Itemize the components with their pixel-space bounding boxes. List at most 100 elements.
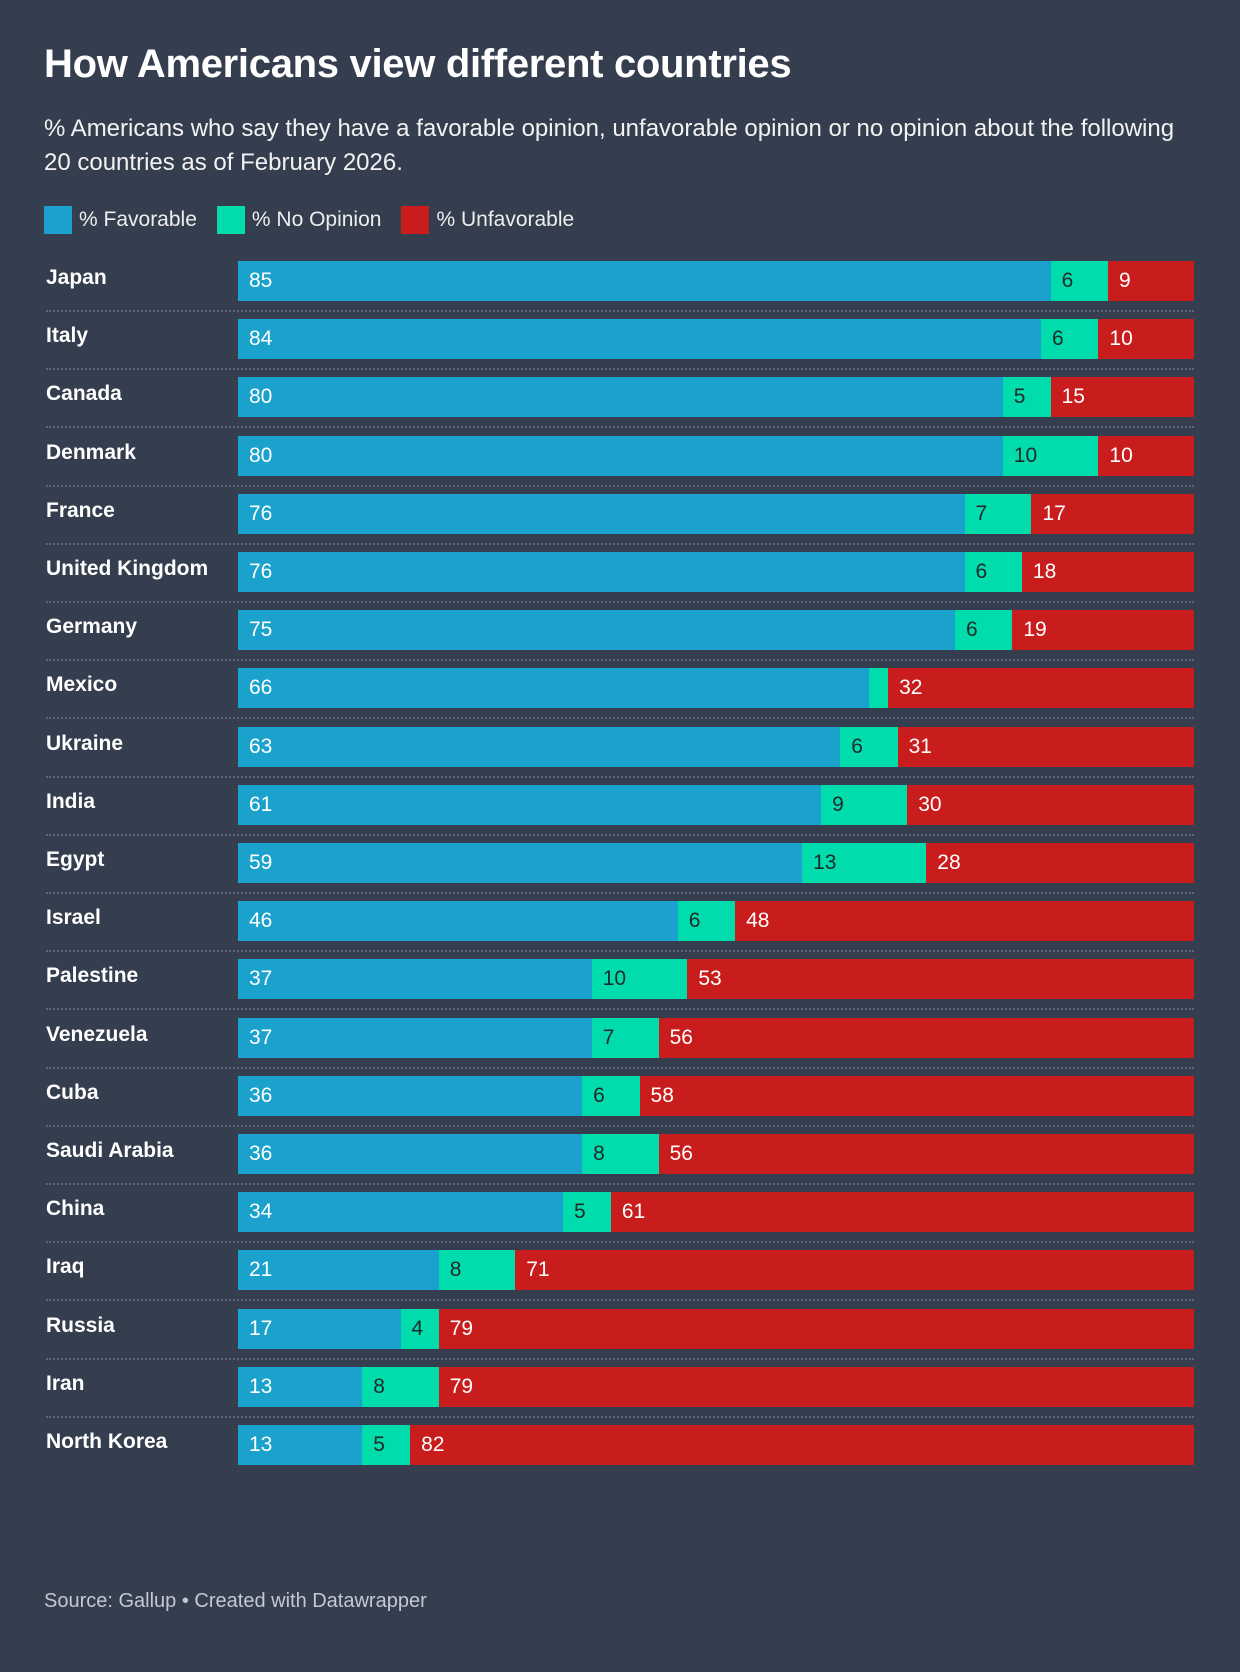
stacked-bar: 37 7 56 [238, 1017, 1194, 1058]
no-opinion-segment: 9 [821, 784, 908, 825]
favorable-segment: 37 [238, 1017, 592, 1058]
unfavorable-segment: 10 [1098, 435, 1194, 476]
row-divider [46, 950, 1194, 953]
legend-swatch [44, 206, 72, 234]
category-label: Italy [46, 324, 89, 348]
bar-row: Mexico 66 32 [0, 668, 1240, 709]
no-opinion-segment: 5 [1002, 377, 1051, 418]
category-label: Canada [46, 382, 122, 406]
unfavorable-segment: 61 [610, 1192, 1194, 1233]
row-divider [46, 601, 1194, 603]
bar-row: United Kingdom 76 6 18 [0, 552, 1240, 592]
bar-row: North Korea 13 5 82 [0, 1425, 1240, 1465]
bar-row: Japan 85 6 9 [0, 261, 1240, 301]
row-divider [46, 1124, 1194, 1127]
no-opinion-segment: 6 [955, 610, 1013, 651]
bar-row: Italy 84 6 10 [0, 319, 1240, 360]
favorable-segment: 80 [238, 377, 1003, 418]
category-label: China [46, 1197, 105, 1221]
unfavorable-segment: 18 [1021, 552, 1194, 592]
stacked-bar: 76 6 18 [238, 552, 1194, 592]
unfavorable-segment: 71 [515, 1250, 1194, 1291]
favorable-segment: 76 [238, 552, 965, 592]
legend-swatch [216, 206, 245, 234]
no-opinion-segment: 6 [1041, 319, 1099, 360]
no-opinion-segment: 6 [677, 901, 736, 942]
unfavorable-segment: 17 [1031, 493, 1194, 534]
no-opinion-segment: 6 [1050, 261, 1108, 301]
category-label: Russia [46, 1313, 115, 1337]
unfavorable-segment: 82 [410, 1425, 1194, 1465]
chart-subtitle: % Americans who say they have a favorabl… [44, 115, 1175, 176]
bar-row: India 61 9 30 [0, 784, 1240, 825]
bar-row: Palestine 37 10 53 [0, 959, 1240, 1000]
no-opinion-segment: 8 [362, 1366, 439, 1407]
bar-row: Cuba 36 6 58 [0, 1075, 1240, 1116]
unfavorable-segment: 32 [888, 668, 1194, 709]
bar-row: China 34 5 61 [0, 1192, 1240, 1233]
stacked-bar: 80 5 15 [238, 377, 1194, 418]
favorable-segment: 59 [238, 843, 803, 883]
legend-label: % Unfavorable [436, 208, 575, 231]
favorable-segment: 13 [238, 1366, 363, 1407]
stacked-bar: 59 13 28 [238, 843, 1194, 883]
no-opinion-segment: 10 [1002, 435, 1099, 476]
category-label: France [46, 498, 115, 522]
unfavorable-segment: 15 [1050, 377, 1194, 418]
unfavorable-segment: 79 [438, 1366, 1194, 1407]
bar-row: Iran 13 8 79 [0, 1366, 1240, 1407]
category-label: Ukraine [46, 731, 124, 755]
chart-title: How Americans view different countries [44, 42, 792, 86]
favorable-segment: 75 [238, 610, 955, 651]
unfavorable-segment: 10 [1098, 319, 1194, 360]
no-opinion-segment: 8 [582, 1134, 659, 1174]
legend-item: % No Opinion [216, 206, 382, 234]
legend-swatch [401, 206, 430, 234]
unfavorable-segment: 79 [438, 1308, 1194, 1349]
stacked-bar: 85 6 9 [238, 261, 1194, 301]
favorable-segment: 46 [238, 901, 678, 942]
source-note: Source: Gallup • Created with Datawrappe… [44, 1590, 427, 1612]
legend-item: % Unfavorable [401, 206, 574, 234]
bar-row: Venezuela 37 7 56 [0, 1017, 1240, 1058]
category-label: Iraq [46, 1255, 85, 1279]
no-opinion-segment: 4 [400, 1308, 439, 1349]
category-label: Japan [46, 266, 107, 289]
no-opinion-segment: 6 [582, 1075, 640, 1116]
legend-item: % Favorable [44, 206, 197, 234]
unfavorable-segment: 56 [658, 1017, 1194, 1058]
category-label: Israel [46, 906, 101, 930]
unfavorable-segment: 9 [1107, 261, 1194, 301]
category-label: Cuba [46, 1080, 99, 1104]
bar-row: Canada 80 5 15 [0, 377, 1240, 418]
unfavorable-segment: 28 [926, 843, 1194, 883]
row-divider [46, 368, 1194, 371]
stacked-bar: 66 32 [238, 668, 1194, 709]
legend: % Favorable % No Opinion % Unfavorable [44, 206, 574, 234]
bar-row: Egypt 59 13 28 [0, 843, 1240, 883]
stacked-bar: 63 6 31 [238, 726, 1194, 767]
stacked-bar: 75 6 19 [238, 610, 1194, 651]
no-opinion-segment: 6 [964, 552, 1022, 592]
category-label: Germany [46, 615, 138, 639]
bar-row: France 76 7 17 [0, 493, 1240, 534]
category-label: Mexico [46, 673, 118, 697]
no-opinion-segment [868, 668, 889, 709]
favorable-segment: 34 [238, 1192, 564, 1233]
favorable-segment: 80 [238, 435, 1003, 476]
category-label: Iran [46, 1371, 85, 1395]
bar-row: Israel 46 6 48 [0, 901, 1240, 942]
row-divider [46, 1415, 1194, 1418]
unfavorable-segment: 58 [639, 1075, 1194, 1116]
row-divider [46, 1241, 1194, 1244]
row-divider [46, 659, 1194, 662]
bar-row: Denmark 80 10 10 [0, 435, 1240, 476]
legend-label: % Favorable [79, 208, 197, 231]
stacked-bar: 21 8 71 [238, 1250, 1194, 1291]
unfavorable-segment: 56 [658, 1134, 1194, 1174]
row-divider [46, 1183, 1194, 1185]
legend-label: % No Opinion [251, 208, 382, 231]
unfavorable-segment: 31 [897, 726, 1194, 767]
category-label: Denmark [46, 440, 136, 464]
stacked-bar: 80 10 10 [238, 435, 1194, 476]
